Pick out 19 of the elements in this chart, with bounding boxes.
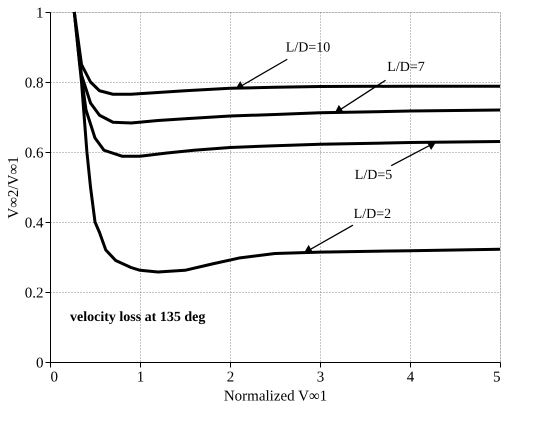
y-tick-label: 0 [36, 356, 44, 372]
annotation: velocity loss at 135 deg [70, 310, 206, 325]
x-tick-label: 0 [50, 370, 58, 386]
x-tick-label: 2 [226, 370, 234, 386]
annotation: L/D=5 [354, 168, 392, 183]
annotation: L/D=7 [387, 60, 425, 76]
y-tick-label: 0.4 [24, 216, 44, 232]
annotation: L/D=2 [354, 207, 392, 222]
y-tick-label: 0.6 [24, 146, 44, 162]
x-tick-label: 4 [406, 370, 415, 386]
x-axis-title: Normalized V∞1 [224, 388, 328, 404]
x-tick-label: 3 [316, 370, 324, 386]
x-tick-label: 5 [493, 370, 500, 386]
y-tick-label: 0.8 [24, 76, 44, 92]
y-axis-title: V∞2/V∞1 [6, 156, 22, 219]
x-tick-label: 1 [136, 370, 144, 386]
annotation: L/D=10 [286, 40, 330, 56]
y-tick-label: 1 [36, 6, 44, 22]
y-tick-label: 0.2 [24, 286, 44, 302]
